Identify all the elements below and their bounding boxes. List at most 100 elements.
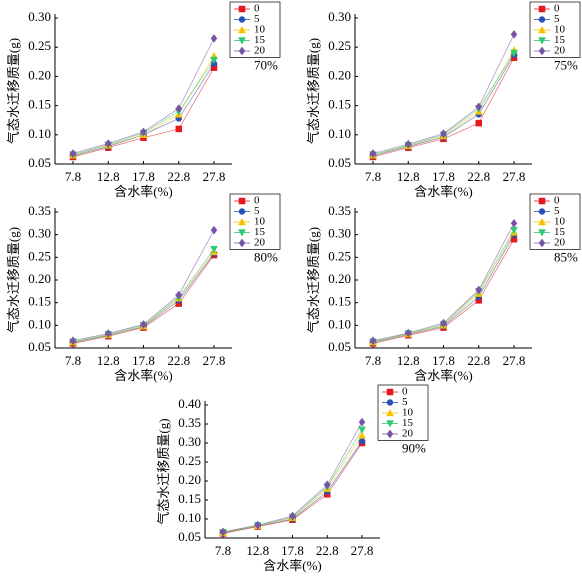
y-tick-label: 0.15: [28, 294, 51, 309]
x-tick-label: 27.8: [351, 543, 374, 558]
legend-label: 20: [254, 237, 266, 249]
y-tick-label: 0.15: [178, 491, 201, 506]
y-tick-label: 0.10: [328, 316, 351, 331]
x-tick-label: 17.8: [281, 543, 304, 558]
marker: [538, 37, 546, 45]
legend-label: 20: [554, 45, 566, 57]
marker: [238, 197, 246, 205]
legend-label: 5: [554, 13, 560, 25]
marker: [140, 320, 147, 329]
y-tick-label: 0.25: [28, 248, 51, 263]
marker: [440, 129, 447, 139]
marker: [358, 431, 366, 439]
legend-label: 20: [402, 428, 414, 440]
annotation: 75%: [554, 57, 578, 72]
y-tick-label: 0.35: [178, 415, 201, 430]
y-tick-label: 0.10: [28, 126, 51, 141]
marker: [104, 139, 112, 148]
x-tick-label: 7.8: [65, 353, 81, 368]
legend-label: 0: [402, 386, 408, 398]
y-tick-label: 0.30: [328, 226, 351, 241]
y-tick-label: 0.30: [328, 9, 351, 24]
x-tick-label: 12.8: [246, 543, 269, 558]
x-axis-label: 含水率(%): [114, 184, 173, 199]
y-tick-label: 0.20: [178, 472, 201, 487]
marker: [238, 46, 246, 56]
marker: [104, 329, 112, 338]
series-line: [72, 63, 215, 157]
annotation: 85%: [554, 249, 578, 264]
marker: [175, 290, 183, 300]
y-tick-label: 0.25: [328, 38, 351, 53]
marker: [404, 139, 412, 149]
marker: [358, 417, 366, 427]
x-tick-label: 7.8: [365, 169, 381, 184]
x-tick-label: 7.8: [65, 169, 81, 184]
marker: [386, 388, 394, 396]
marker: [386, 420, 394, 428]
marker: [140, 127, 147, 137]
x-axis-label: 含水率(%): [263, 558, 322, 573]
marker: [210, 245, 218, 254]
marker: [510, 29, 518, 39]
marker: [538, 25, 546, 34]
y-tick-label: 0.40: [178, 396, 201, 411]
y-axis-label: 气态水迁移质量(g): [6, 38, 21, 144]
legend-label: 10: [254, 216, 266, 228]
legend-label: 5: [554, 205, 560, 217]
x-tick-label: 12.8: [97, 353, 120, 368]
legend-label: 20: [554, 237, 566, 249]
y-tick-label: 0.05: [178, 529, 201, 544]
marker: [238, 238, 246, 248]
y-tick-label: 0.15: [328, 97, 351, 112]
x-tick-label: 22.8: [467, 353, 490, 368]
marker: [238, 25, 246, 34]
x-tick-label: 17.8: [132, 169, 155, 184]
y-tick-label: 0.10: [328, 126, 351, 141]
y-tick-label: 0.05: [328, 155, 351, 170]
x-tick-label: 7.8: [215, 543, 231, 558]
x-axis-label: 含水率(%): [414, 368, 473, 383]
y-tick-label: 0.30: [28, 226, 51, 241]
legend-label: 10: [254, 24, 266, 36]
x-tick-label: 27.8: [203, 169, 226, 184]
y-tick-label: 0.05: [328, 339, 351, 354]
marker: [475, 102, 483, 112]
legend-label: 15: [254, 226, 266, 238]
legend-label: 0: [254, 195, 260, 207]
marker: [69, 336, 77, 346]
marker: [238, 217, 246, 226]
y-axis-label: 气态水迁移质量(g): [306, 38, 321, 144]
legend-label: 5: [402, 396, 408, 408]
legend-label: 10: [402, 407, 414, 419]
x-axis-label: 含水率(%): [414, 184, 473, 199]
x-tick-label: 12.8: [397, 169, 420, 184]
marker: [475, 119, 482, 127]
marker: [538, 229, 546, 237]
legend-label: 15: [554, 34, 566, 46]
marker: [210, 34, 218, 43]
y-tick-label: 0.15: [28, 97, 51, 112]
y-tick-label: 0.20: [28, 67, 51, 82]
y-tick-label: 0.25: [28, 38, 51, 53]
x-tick-label: 7.8: [365, 353, 381, 368]
marker: [323, 480, 331, 490]
marker: [510, 49, 518, 58]
marker: [538, 46, 546, 56]
x-tick-label: 17.8: [432, 353, 455, 368]
y-tick-label: 0.15: [328, 294, 351, 309]
y-tick-label: 0.20: [328, 271, 351, 286]
y-tick-label: 0.25: [328, 248, 351, 263]
y-axis-label: 气态水迁移质量(g): [6, 227, 21, 333]
marker: [538, 16, 546, 23]
marker: [386, 429, 394, 439]
x-axis-label: 含水率(%): [114, 368, 173, 383]
marker: [440, 318, 447, 328]
marker: [538, 208, 546, 215]
marker: [538, 217, 546, 226]
y-tick-label: 0.10: [178, 510, 201, 525]
y-tick-label: 0.05: [28, 155, 51, 170]
y-tick-label: 0.05: [28, 339, 51, 354]
